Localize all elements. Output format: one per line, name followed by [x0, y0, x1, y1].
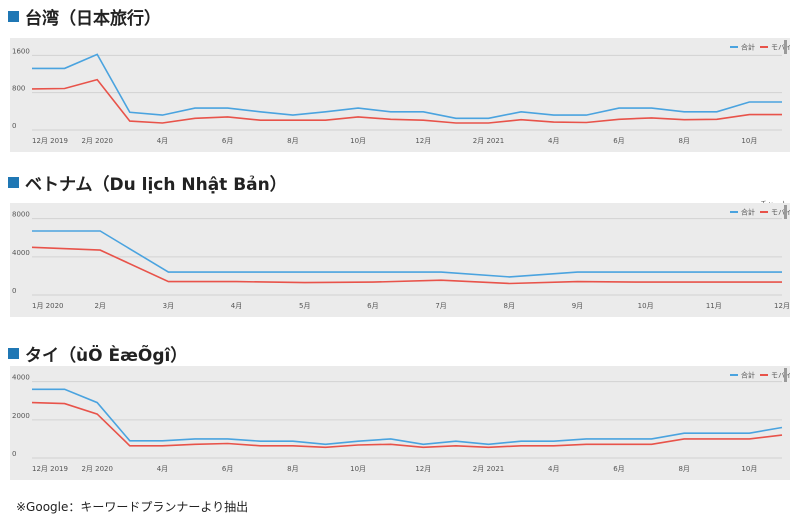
x-tick-label: 4月 — [231, 302, 242, 310]
chart-2: 0 4000 8000 1月 2020 2月 3月 4月 5月 6月 7月 8月 9月 10月 11月 12… — [12, 205, 790, 310]
legend-label: モバイル — [771, 44, 790, 52]
x-tick-label: 10月 — [741, 137, 757, 145]
series-line-total — [32, 230, 782, 278]
x-tick-label: 7月 — [435, 302, 446, 310]
x-tick-label: 8月 — [678, 465, 689, 473]
section-title-1: 台湾（日本旅行） — [8, 4, 161, 29]
section-title-text: 台湾（日本旅行） — [25, 9, 161, 29]
section-marker — [8, 177, 19, 188]
x-tick-label: 8月 — [678, 137, 689, 145]
x-tick-label: 2月 2021 — [473, 137, 505, 145]
legend-label: 合計 — [741, 43, 755, 52]
x-tick-label: 6月 — [613, 137, 624, 145]
x-tick-label: 5月 — [299, 302, 310, 310]
x-tick-label: 12月 2019 — [32, 465, 68, 473]
legend-label: モバイル — [771, 209, 790, 217]
series-line-mobile — [31, 78, 782, 124]
y-tick-label: 800 — [12, 85, 25, 93]
x-tick-label: 4月 — [157, 465, 168, 473]
section-title-text: タイ（ùÖ ÈæÕgî） — [25, 346, 188, 366]
section-title-text: ベトナム（Du lịch Nhật Bản） — [25, 175, 287, 195]
section-marker — [8, 348, 19, 359]
series-line-total — [32, 388, 783, 446]
x-tick-label: 2月 2020 — [81, 465, 113, 473]
x-tick-label: 3月 — [163, 302, 174, 310]
x-tick-label: 11月 — [706, 302, 722, 310]
legend-scrollbar[interactable] — [784, 205, 787, 219]
x-tick-label: 4月 — [157, 137, 168, 145]
x-tick-label: 1月 2020 — [32, 302, 64, 310]
x-tick-label: 12月 — [774, 302, 790, 310]
x-tick-label: 6月 — [367, 302, 378, 310]
legend-scrollbar[interactable] — [784, 40, 787, 54]
chart-panel-3: 0 2000 4000 12月 2019 2月 2020 4月 6月 8月 10月 12月 2月 2… — [10, 366, 790, 480]
x-tick-label: 6月 — [222, 137, 233, 145]
legend-label: モバイル — [771, 372, 790, 380]
legend-label: 合計 — [741, 371, 755, 380]
y-tick-label: 8000 — [12, 211, 30, 219]
x-tick-label: 10月 — [350, 137, 366, 145]
series-line-mobile — [31, 401, 783, 449]
section-title-2: ベトナム（Du lịch Nhật Bản） — [8, 170, 287, 195]
x-tick-label: 10月 — [350, 465, 366, 473]
section-title-3: タイ（ùÖ ÈæÕgî） — [8, 341, 187, 366]
x-tick-label: 12月 — [415, 465, 431, 473]
y-tick-label: 0 — [12, 287, 16, 295]
y-tick-label: 2000 — [12, 412, 30, 420]
x-tick-label: 8月 — [504, 302, 515, 310]
x-tick-label: 6月 — [222, 465, 233, 473]
series-line-mobile — [31, 246, 782, 285]
section-marker — [8, 11, 19, 22]
y-tick-label: 4000 — [12, 374, 30, 382]
chart-1: 0 800 1600 12月 2019 2月 2020 4月 6月 8月 10月 12月 2月 20… — [12, 40, 790, 145]
x-tick-label: 9月 — [572, 302, 583, 310]
x-tick-label: 6月 — [613, 465, 624, 473]
x-tick-label: 8月 — [287, 137, 298, 145]
x-tick-label: 2月 2021 — [473, 465, 505, 473]
legend-label: 合計 — [741, 208, 755, 217]
x-tick-label: 4月 — [548, 465, 559, 473]
series-line-total — [32, 53, 782, 120]
source-note: ※Google：キーワードプランナーより抽出 — [16, 500, 249, 514]
x-tick-label: 4月 — [548, 137, 559, 145]
x-tick-label: 10月 — [638, 302, 654, 310]
legend-scrollbar[interactable] — [784, 368, 787, 382]
x-tick-label: 2月 — [94, 302, 105, 310]
x-tick-label: 12月 — [415, 137, 431, 145]
y-tick-label: 0 — [12, 450, 16, 458]
x-tick-label: 2月 2020 — [81, 137, 113, 145]
chart-panel-2: 0 4000 8000 1月 2020 2月 3月 4月 5月 6月 7月 8月 9月 10月 11月 12… — [10, 203, 790, 317]
x-tick-label: 8月 — [287, 465, 298, 473]
x-tick-label: 12月 2019 — [32, 137, 68, 145]
chart-panel-1: 0 800 1600 12月 2019 2月 2020 4月 6月 8月 10月 12月 2月 20… — [10, 38, 790, 152]
y-tick-label: 0 — [12, 122, 16, 130]
y-tick-label: 1600 — [12, 47, 30, 55]
y-tick-label: 4000 — [12, 249, 30, 257]
chart-3: 0 2000 4000 12月 2019 2月 2020 4月 6月 8月 10月 12月 2月 2… — [12, 368, 790, 473]
x-tick-label: 10月 — [741, 465, 757, 473]
